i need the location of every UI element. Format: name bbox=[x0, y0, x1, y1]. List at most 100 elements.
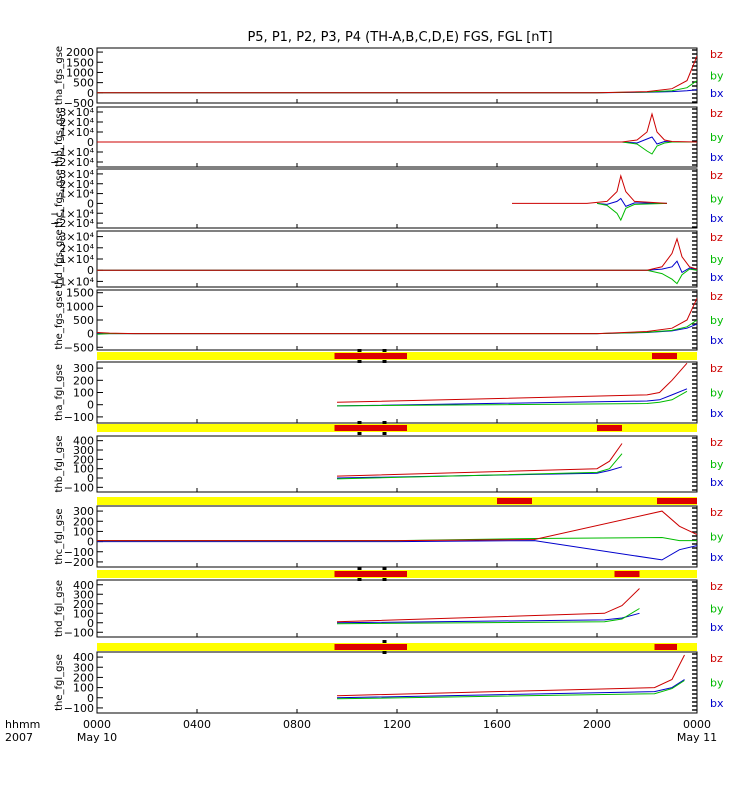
y-axis-label: the_fgs_gse bbox=[54, 290, 65, 349]
y-tick-label: 500 bbox=[73, 314, 94, 327]
y-tick-label: 300 bbox=[73, 661, 94, 674]
y-tick-label: 300 bbox=[73, 505, 94, 518]
legend-label-bz: bz bbox=[710, 231, 723, 244]
y-tick-label: 3×10⁴ bbox=[59, 168, 94, 181]
y-tick-label: −1×10⁴ bbox=[50, 275, 94, 288]
x-tick-sublabel: May 11 bbox=[677, 731, 717, 744]
y-tick-label: 100 bbox=[73, 682, 94, 695]
y-tick-label: −100 bbox=[64, 546, 94, 559]
status-flag bbox=[334, 571, 407, 577]
y-tick-label: 3×10⁴ bbox=[59, 231, 94, 244]
plot-frame bbox=[96, 435, 698, 493]
series-line-bz bbox=[336, 588, 640, 623]
status-mark bbox=[357, 432, 362, 435]
series-group bbox=[97, 297, 697, 335]
series-line-bz bbox=[97, 297, 697, 335]
legend-label-by: by bbox=[710, 253, 724, 266]
y-tick-label: 1×10⁴ bbox=[59, 253, 94, 266]
y-axis-label: thd_fgl_gse bbox=[54, 580, 65, 637]
legend-label-by: by bbox=[710, 193, 724, 206]
plot-frame bbox=[96, 106, 698, 168]
series-group bbox=[336, 588, 640, 625]
legend-label-bz: bz bbox=[710, 48, 723, 61]
y-tick-label: 200 bbox=[73, 671, 94, 684]
y-tick-label: 0 bbox=[87, 136, 94, 149]
y-tick-label: 100 bbox=[73, 607, 94, 620]
y-tick-label: 1000 bbox=[66, 66, 94, 79]
status-flag bbox=[497, 498, 532, 504]
status-mark bbox=[357, 421, 362, 424]
status-flag bbox=[652, 353, 677, 359]
plot-frame bbox=[96, 505, 698, 568]
series-group bbox=[512, 174, 668, 222]
y-axis-label: thc_fgl_gse bbox=[54, 508, 65, 564]
y-tick-label: 500 bbox=[73, 77, 94, 90]
legend-label-by: by bbox=[710, 70, 724, 83]
y-tick-label: 300 bbox=[73, 588, 94, 601]
series-group bbox=[336, 362, 688, 407]
y-tick-label: 100 bbox=[73, 387, 94, 400]
legend-label-by: by bbox=[710, 387, 724, 400]
series-line-bx bbox=[336, 679, 685, 699]
legend-label-bz: bz bbox=[710, 436, 723, 449]
status-mark bbox=[382, 421, 387, 424]
series-group bbox=[97, 55, 697, 94]
chart-title: P5, P1, P2, P3, P4 (TH-A,B,C,D,E) FGS, F… bbox=[247, 30, 552, 45]
status-mark bbox=[357, 567, 362, 570]
status-mark bbox=[382, 432, 387, 435]
status-mark bbox=[382, 640, 387, 643]
series-line-bz bbox=[336, 654, 685, 697]
series-line-bz bbox=[97, 510, 697, 542]
x-tick-label: 0000 bbox=[83, 718, 111, 731]
y-tick-label: 2×10⁴ bbox=[59, 116, 94, 129]
status-mark bbox=[357, 349, 362, 352]
legend-label-bx: bx bbox=[710, 212, 724, 225]
y-tick-label: 1500 bbox=[66, 287, 94, 300]
series-line-bx bbox=[97, 540, 697, 561]
status-flag bbox=[334, 353, 407, 359]
y-tick-label: 0 bbox=[87, 197, 94, 210]
y-tick-label: −1×10⁴ bbox=[50, 207, 94, 220]
legend-label-bx: bx bbox=[710, 697, 724, 710]
legend-label-bx: bx bbox=[710, 151, 724, 164]
x-tick-label: 0000 bbox=[683, 718, 711, 731]
legend-label-bx: bx bbox=[710, 407, 724, 420]
y-tick-label: 0 bbox=[87, 536, 94, 549]
y-tick-label: 100 bbox=[73, 463, 94, 476]
y-tick-label: −1×10⁴ bbox=[50, 146, 94, 159]
series-line-bx bbox=[97, 136, 697, 145]
y-axis-label: thb_fgl_gse bbox=[54, 436, 65, 493]
series-line-by bbox=[336, 453, 623, 480]
y-tick-label: 2×10⁴ bbox=[59, 242, 94, 255]
series-group bbox=[336, 654, 685, 700]
y-tick-label: 0 bbox=[87, 692, 94, 705]
series-group bbox=[97, 510, 697, 561]
legend-label-by: by bbox=[710, 603, 724, 616]
status-mark bbox=[382, 349, 387, 352]
series-line-bx bbox=[97, 260, 697, 274]
series-line-by bbox=[596, 202, 668, 222]
y-tick-label: 300 bbox=[73, 444, 94, 457]
y-tick-label: 1×10⁴ bbox=[59, 126, 94, 139]
legend-label-bx: bx bbox=[710, 334, 724, 347]
status-flag bbox=[334, 644, 407, 650]
y-tick-label: 0 bbox=[87, 472, 94, 485]
y-tick-label: 400 bbox=[73, 651, 94, 664]
series-line-bz bbox=[336, 362, 688, 403]
status-flag bbox=[657, 498, 697, 504]
legend-label-bx: bx bbox=[710, 87, 724, 100]
series-line-bz bbox=[336, 443, 623, 477]
x-tick-label: 2000 bbox=[583, 718, 611, 731]
series-line-bz bbox=[97, 112, 697, 143]
y-tick-label: 400 bbox=[73, 579, 94, 592]
series-line-by bbox=[336, 680, 685, 700]
status-flag bbox=[654, 644, 677, 650]
